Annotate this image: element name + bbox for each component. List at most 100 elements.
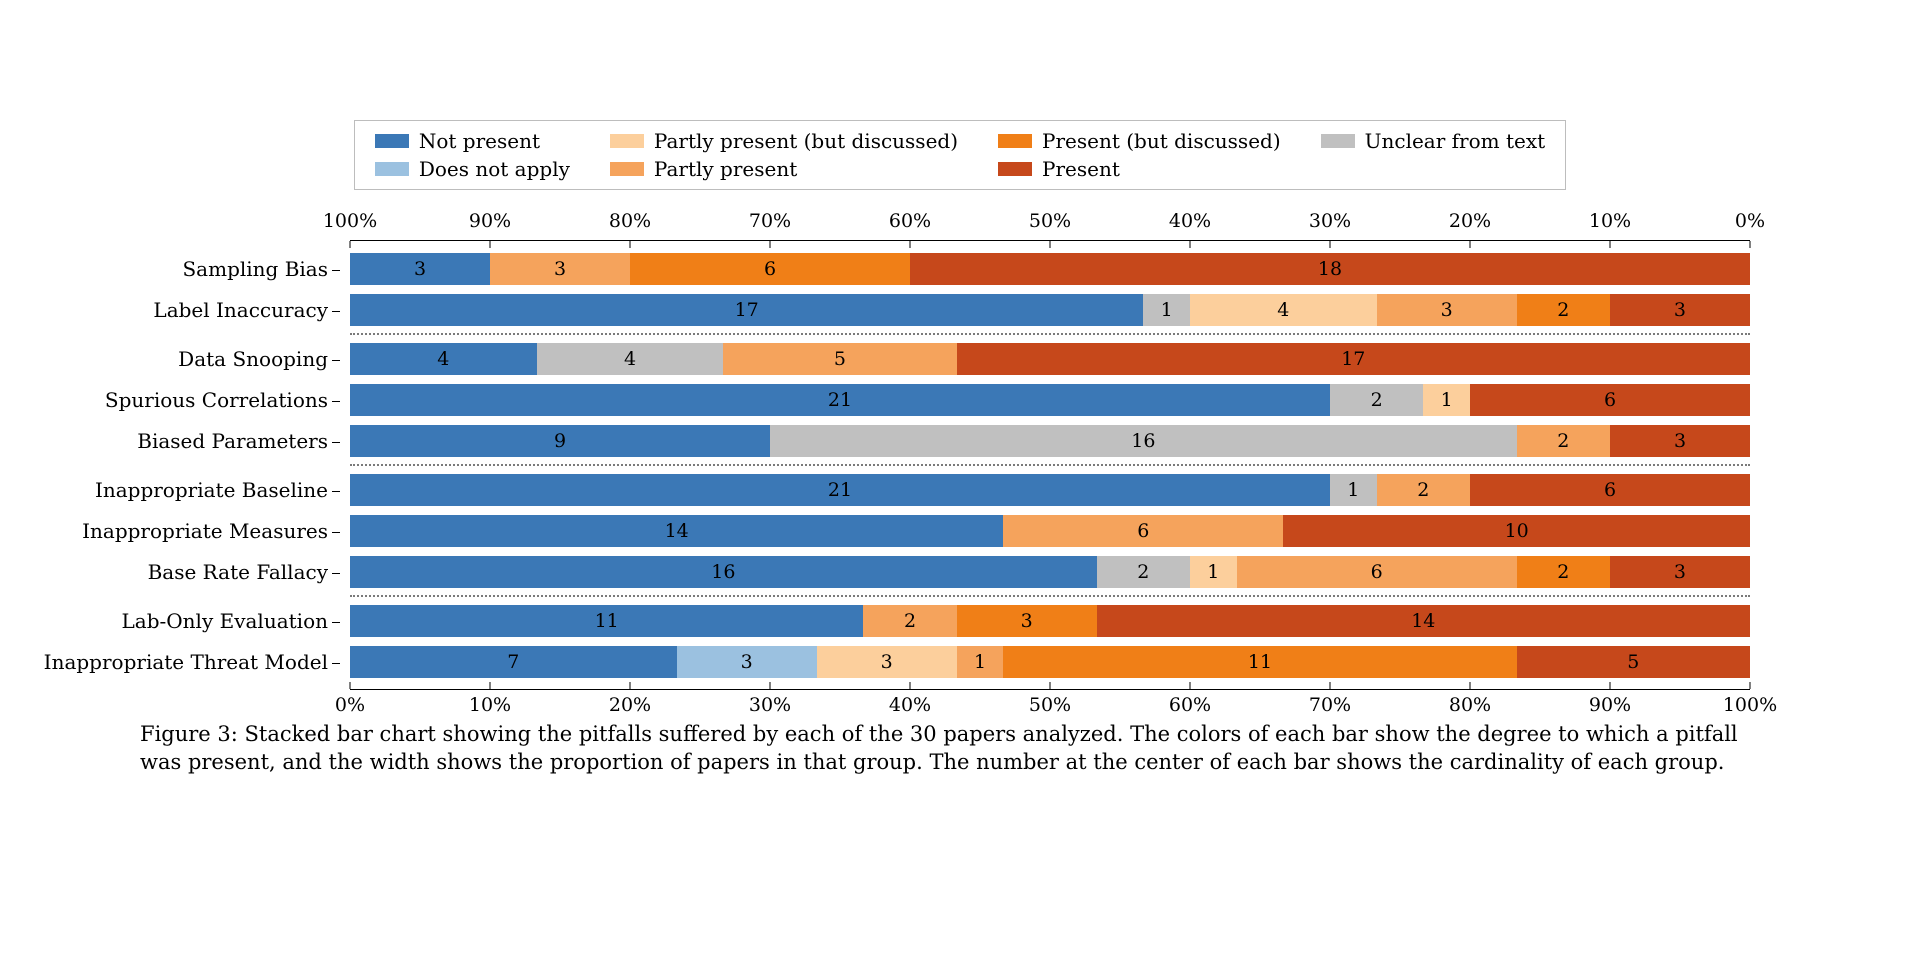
ylabel-tick [332, 401, 340, 402]
bar-segment-partly_present: 2 [863, 605, 956, 637]
legend-swatch [1321, 134, 1355, 148]
axis-bottom-labels: 0%10%20%30%40%50%60%70%80%90%100% [350, 694, 1750, 720]
legend-item-unclear: Unclear from text [1321, 129, 1546, 153]
bar-segment-value: 3 [414, 258, 426, 280]
bar-segment-not_present: 21 [350, 474, 1330, 506]
ylabel: Inappropriate Threat Model [44, 650, 350, 674]
axis-tick [1470, 241, 1471, 248]
axis-tick [630, 241, 631, 248]
bar-segment-value: 2 [1557, 561, 1569, 583]
bar-segment-not_present: 11 [350, 605, 863, 637]
bar-segment-partly_present_discussed: 3 [817, 646, 957, 678]
group-separator [350, 464, 1750, 466]
axis-tick-label: 60% [889, 210, 931, 232]
bar-segment-value: 3 [554, 258, 566, 280]
bar-segment-value: 1 [1161, 299, 1173, 321]
stacked-bar: 33618 [350, 253, 1750, 285]
ylabel: Inappropriate Measures [82, 519, 350, 543]
axis-tick-label: 40% [889, 694, 931, 716]
axis-tick-label: 70% [749, 210, 791, 232]
bar-segment-present_discussed: 2 [1517, 294, 1610, 326]
bar-segment-partly_present_discussed: 1 [1190, 556, 1237, 588]
bar-segment-present: 3 [1610, 556, 1750, 588]
axis-tick [1330, 682, 1331, 689]
stacked-bar: 91623 [350, 425, 1750, 457]
legend-swatch [998, 162, 1032, 176]
bar-segment-value: 4 [1277, 299, 1289, 321]
axis-tick [350, 241, 351, 248]
legend-label: Present [1042, 157, 1120, 181]
bar-segment-value: 21 [828, 389, 852, 411]
stacked-bar: 7331115 [350, 646, 1750, 678]
axis-tick-label: 20% [609, 694, 651, 716]
bar-segment-value: 1 [1347, 479, 1359, 501]
bar-segment-present_discussed: 11 [1003, 646, 1516, 678]
legend-item-does_not_apply: Does not apply [375, 157, 570, 181]
bar-segment-value: 2 [1417, 479, 1429, 501]
bar-segment-does_not_apply: 3 [677, 646, 817, 678]
bar-segment-not_present: 4 [350, 343, 537, 375]
axis-top-labels: 100%90%80%70%60%50%40%30%20%10%0% [350, 210, 1750, 236]
bar-segment-value: 18 [1318, 258, 1342, 280]
bar-segment-partly_present: 6 [1003, 515, 1283, 547]
legend-item-not_present: Not present [375, 129, 570, 153]
legend-swatch [610, 134, 644, 148]
axis-tick-label: 50% [1029, 694, 1071, 716]
bar-segment-value: 21 [828, 479, 852, 501]
stacked-bar: 1621623 [350, 556, 1750, 588]
group-separator [350, 333, 1750, 335]
figure-caption: Figure 3: Stacked bar chart showing the … [140, 720, 1780, 777]
ylabel: Inappropriate Baseline [95, 478, 350, 502]
bar-segment-not_present: 14 [350, 515, 1003, 547]
axis-tick [1050, 682, 1051, 689]
table-row: Label Inaccuracy1714323 [350, 289, 1750, 330]
bar-segment-value: 2 [1557, 430, 1569, 452]
axis-tick-label: 10% [469, 694, 511, 716]
legend: Not present Partly present (but discussed… [354, 120, 1566, 190]
bar-segment-value: 2 [904, 610, 916, 632]
bar-segment-partly_present: 3 [490, 253, 630, 285]
ylabel-text: Data Snooping [178, 347, 328, 371]
bar-segment-value: 3 [1674, 299, 1686, 321]
axis-tick-label: 100% [1723, 694, 1777, 716]
bar-segment-present: 3 [1610, 294, 1750, 326]
bar-segment-not_present: 3 [350, 253, 490, 285]
bars-container: Sampling Bias33618Label Inaccuracy171432… [350, 248, 1750, 682]
bar-segment-present: 10 [1283, 515, 1750, 547]
ylabel-tick [332, 442, 340, 443]
bar-segment-partly_present: 1 [957, 646, 1004, 678]
ylabel-text: Sampling Bias [182, 257, 328, 281]
stacked-bar: 21216 [350, 384, 1750, 416]
axis-tick-label: 40% [1169, 210, 1211, 232]
bar-segment-present: 5 [1517, 646, 1750, 678]
ylabel-tick [332, 311, 340, 312]
bar-segment-value: 5 [1627, 651, 1639, 673]
ylabel-tick [332, 573, 340, 574]
legend-item-present_discussed: Present (but discussed) [998, 129, 1281, 153]
bar-segment-value: 3 [881, 651, 893, 673]
bar-segment-value: 6 [1371, 561, 1383, 583]
axis-tick [1470, 682, 1471, 689]
bar-segment-value: 10 [1505, 520, 1529, 542]
ylabel: Sampling Bias [182, 257, 350, 281]
ylabel-tick [332, 491, 340, 492]
bar-segment-value: 2 [1371, 389, 1383, 411]
bar-segment-present: 6 [1470, 384, 1750, 416]
axis-tick-label: 10% [1589, 210, 1631, 232]
legend-label: Partly present [654, 157, 797, 181]
axis-tick [770, 682, 771, 689]
ylabel-text: Label Inaccuracy [153, 298, 328, 322]
ylabel-text: Inappropriate Baseline [95, 478, 328, 502]
axis-tick [910, 682, 911, 689]
ylabel-tick [332, 622, 340, 623]
ylabel: Base Rate Fallacy [148, 560, 350, 584]
legend-item-partly_present_discussed: Partly present (but discussed) [610, 129, 958, 153]
bar-segment-value: 6 [1604, 479, 1616, 501]
ylabel-tick [332, 270, 340, 271]
ylabel: Lab-Only Evaluation [122, 609, 350, 633]
ylabel: Biased Parameters [137, 429, 350, 453]
bar-segment-present_discussed: 2 [1517, 556, 1610, 588]
bar-segment-value: 17 [1341, 348, 1365, 370]
axis-tick-label: 0% [335, 694, 365, 716]
table-row: Base Rate Fallacy1621623 [350, 551, 1750, 592]
